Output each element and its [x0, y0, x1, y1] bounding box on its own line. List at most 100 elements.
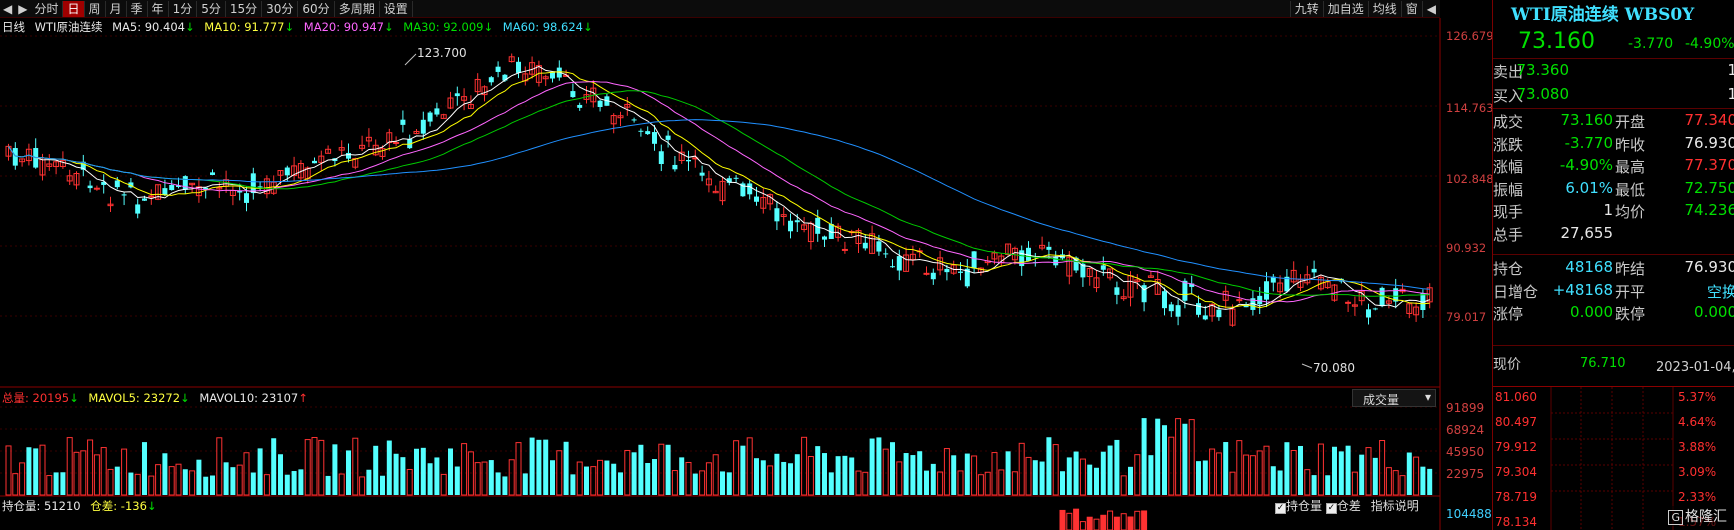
change-checkbox[interactable]: ✓ 仓差 — [1325, 499, 1361, 514]
volume-bar — [352, 437, 359, 496]
tab-daily[interactable]: 日 — [63, 0, 85, 17]
volume-bar — [495, 472, 501, 495]
candle-body — [923, 272, 930, 275]
candle-body — [189, 182, 196, 186]
volume-legend: 总量: 20195↓ MAVOL5: 23272↓ MAVOL10: 23107… — [2, 390, 314, 406]
candle-body — [1351, 304, 1358, 307]
candle-body — [958, 271, 963, 273]
tab-yearly[interactable]: 年 — [148, 0, 169, 17]
mavol10: MAVOL10: 23107↑ — [199, 391, 308, 405]
volume-bar — [243, 452, 250, 496]
tab-multi-period[interactable]: 多周期 — [335, 0, 380, 17]
candle-body — [1162, 291, 1167, 309]
candle-body — [1026, 247, 1031, 261]
volume-bar — [134, 473, 141, 496]
watermark-logo: G 格隆汇 — [1666, 506, 1729, 526]
quote-row: 振幅 6.01% 最低 72.750 — [1493, 178, 1734, 199]
quote-row: 现手 1 均价 74.236 — [1493, 201, 1734, 221]
tab-monthly[interactable]: 月 — [106, 0, 127, 17]
collapse-arrow-icon[interactable]: ◀ — [1421, 0, 1440, 17]
tab-1min[interactable]: 1分 — [169, 0, 198, 17]
candle-body — [678, 151, 685, 161]
candle-body — [1134, 279, 1141, 282]
volume-bar — [1052, 444, 1059, 496]
volume-bar — [1325, 475, 1331, 495]
candle-body — [1093, 277, 1100, 289]
mini-price-tick: 81.060 — [1495, 390, 1537, 404]
volume-bar — [896, 461, 903, 496]
tab-settings[interactable]: 设置 — [380, 0, 413, 17]
oi-checkbox[interactable]: ✓ 持仓量 — [1275, 499, 1323, 514]
volume-bar — [1148, 455, 1154, 495]
candle-body — [447, 97, 454, 109]
volume-bar — [767, 465, 774, 496]
oi-bar — [1120, 513, 1127, 530]
volume-bar — [1406, 452, 1412, 495]
volume-bar — [66, 437, 73, 496]
tab-5min[interactable]: 5分 — [197, 0, 226, 17]
candle-body — [815, 217, 821, 234]
window-button[interactable]: 窗 — [1400, 0, 1422, 17]
mini-pct-tick: 5.37% — [1678, 390, 1716, 404]
candle-body — [5, 145, 12, 157]
oi-legend: 持仓量: 51210 仓差: -136↓ — [2, 498, 163, 514]
candle-body — [427, 112, 433, 122]
candle-body — [774, 208, 780, 222]
tab-15min[interactable]: 15分 — [226, 0, 263, 17]
candle-body — [210, 172, 215, 175]
candle-body — [359, 144, 366, 149]
nine-turn-button[interactable]: 九转 — [1289, 0, 1323, 17]
oi-total: 持仓量: 51210 — [2, 499, 81, 513]
candle-body — [284, 167, 290, 176]
volume-bar — [951, 455, 957, 495]
volume-bar — [325, 475, 331, 495]
volume-bar — [386, 440, 392, 495]
volume-bar — [1046, 437, 1052, 495]
volume-bar — [1392, 470, 1399, 496]
quote-title: WTI原油连续 WBS0Y — [1511, 5, 1695, 25]
indicator-selector[interactable]: 成交量 ▾ — [1352, 389, 1436, 407]
volume-bar — [862, 471, 869, 496]
volume-bar — [726, 472, 732, 495]
candle-body — [1393, 288, 1399, 302]
ma-button[interactable]: 均线 — [1367, 0, 1401, 17]
add-watchlist-button[interactable]: 加自选 — [1322, 0, 1368, 17]
candle-body — [1420, 293, 1426, 311]
volume-bar — [1162, 425, 1167, 495]
ma30-line — [8, 90, 1430, 297]
indicator-help-link[interactable]: 指标说明 — [1370, 499, 1419, 513]
volume-bar — [230, 467, 236, 495]
candle-body — [59, 160, 66, 168]
tab-60min[interactable]: 60分 — [298, 0, 335, 17]
volume-bar — [467, 451, 474, 496]
volume-bar — [576, 461, 583, 496]
candle-body — [1277, 282, 1284, 293]
price-tick: 79.017 — [1446, 310, 1486, 324]
quote-row: 成交 73.160 开盘 77.340 — [1493, 111, 1734, 131]
volume-bar — [46, 475, 53, 496]
candle-body — [822, 236, 827, 240]
volume-bar — [414, 448, 419, 495]
candle-body — [1114, 287, 1120, 295]
volume-bar — [692, 473, 698, 495]
candle-body — [1100, 265, 1106, 270]
volume-bar — [1202, 460, 1208, 495]
volume-tick: 91899 — [1446, 401, 1484, 415]
candle-body — [699, 172, 705, 176]
tab-quarterly[interactable]: 季 — [127, 0, 148, 17]
next-arrow-icon[interactable]: ▶ — [18, 1, 28, 16]
volume-bar — [930, 463, 936, 495]
volume-bar — [740, 445, 746, 495]
oi-change: 仓差: -136↓ — [90, 499, 157, 513]
volume-tick: 22975 — [1446, 467, 1484, 481]
prev-arrow-icon[interactable]: ◀ — [3, 1, 13, 16]
volume-bar — [842, 455, 848, 495]
price-change: -3.770 — [1628, 36, 1674, 52]
tab-intraday[interactable]: 分时 — [30, 0, 64, 17]
tab-30min[interactable]: 30分 — [262, 0, 299, 17]
oi-bar — [1100, 514, 1107, 530]
volume-bar — [943, 448, 950, 496]
mini-price-tick: 78.719 — [1495, 490, 1537, 504]
volume-bar — [1134, 454, 1141, 496]
tab-weekly[interactable]: 周 — [85, 0, 106, 17]
